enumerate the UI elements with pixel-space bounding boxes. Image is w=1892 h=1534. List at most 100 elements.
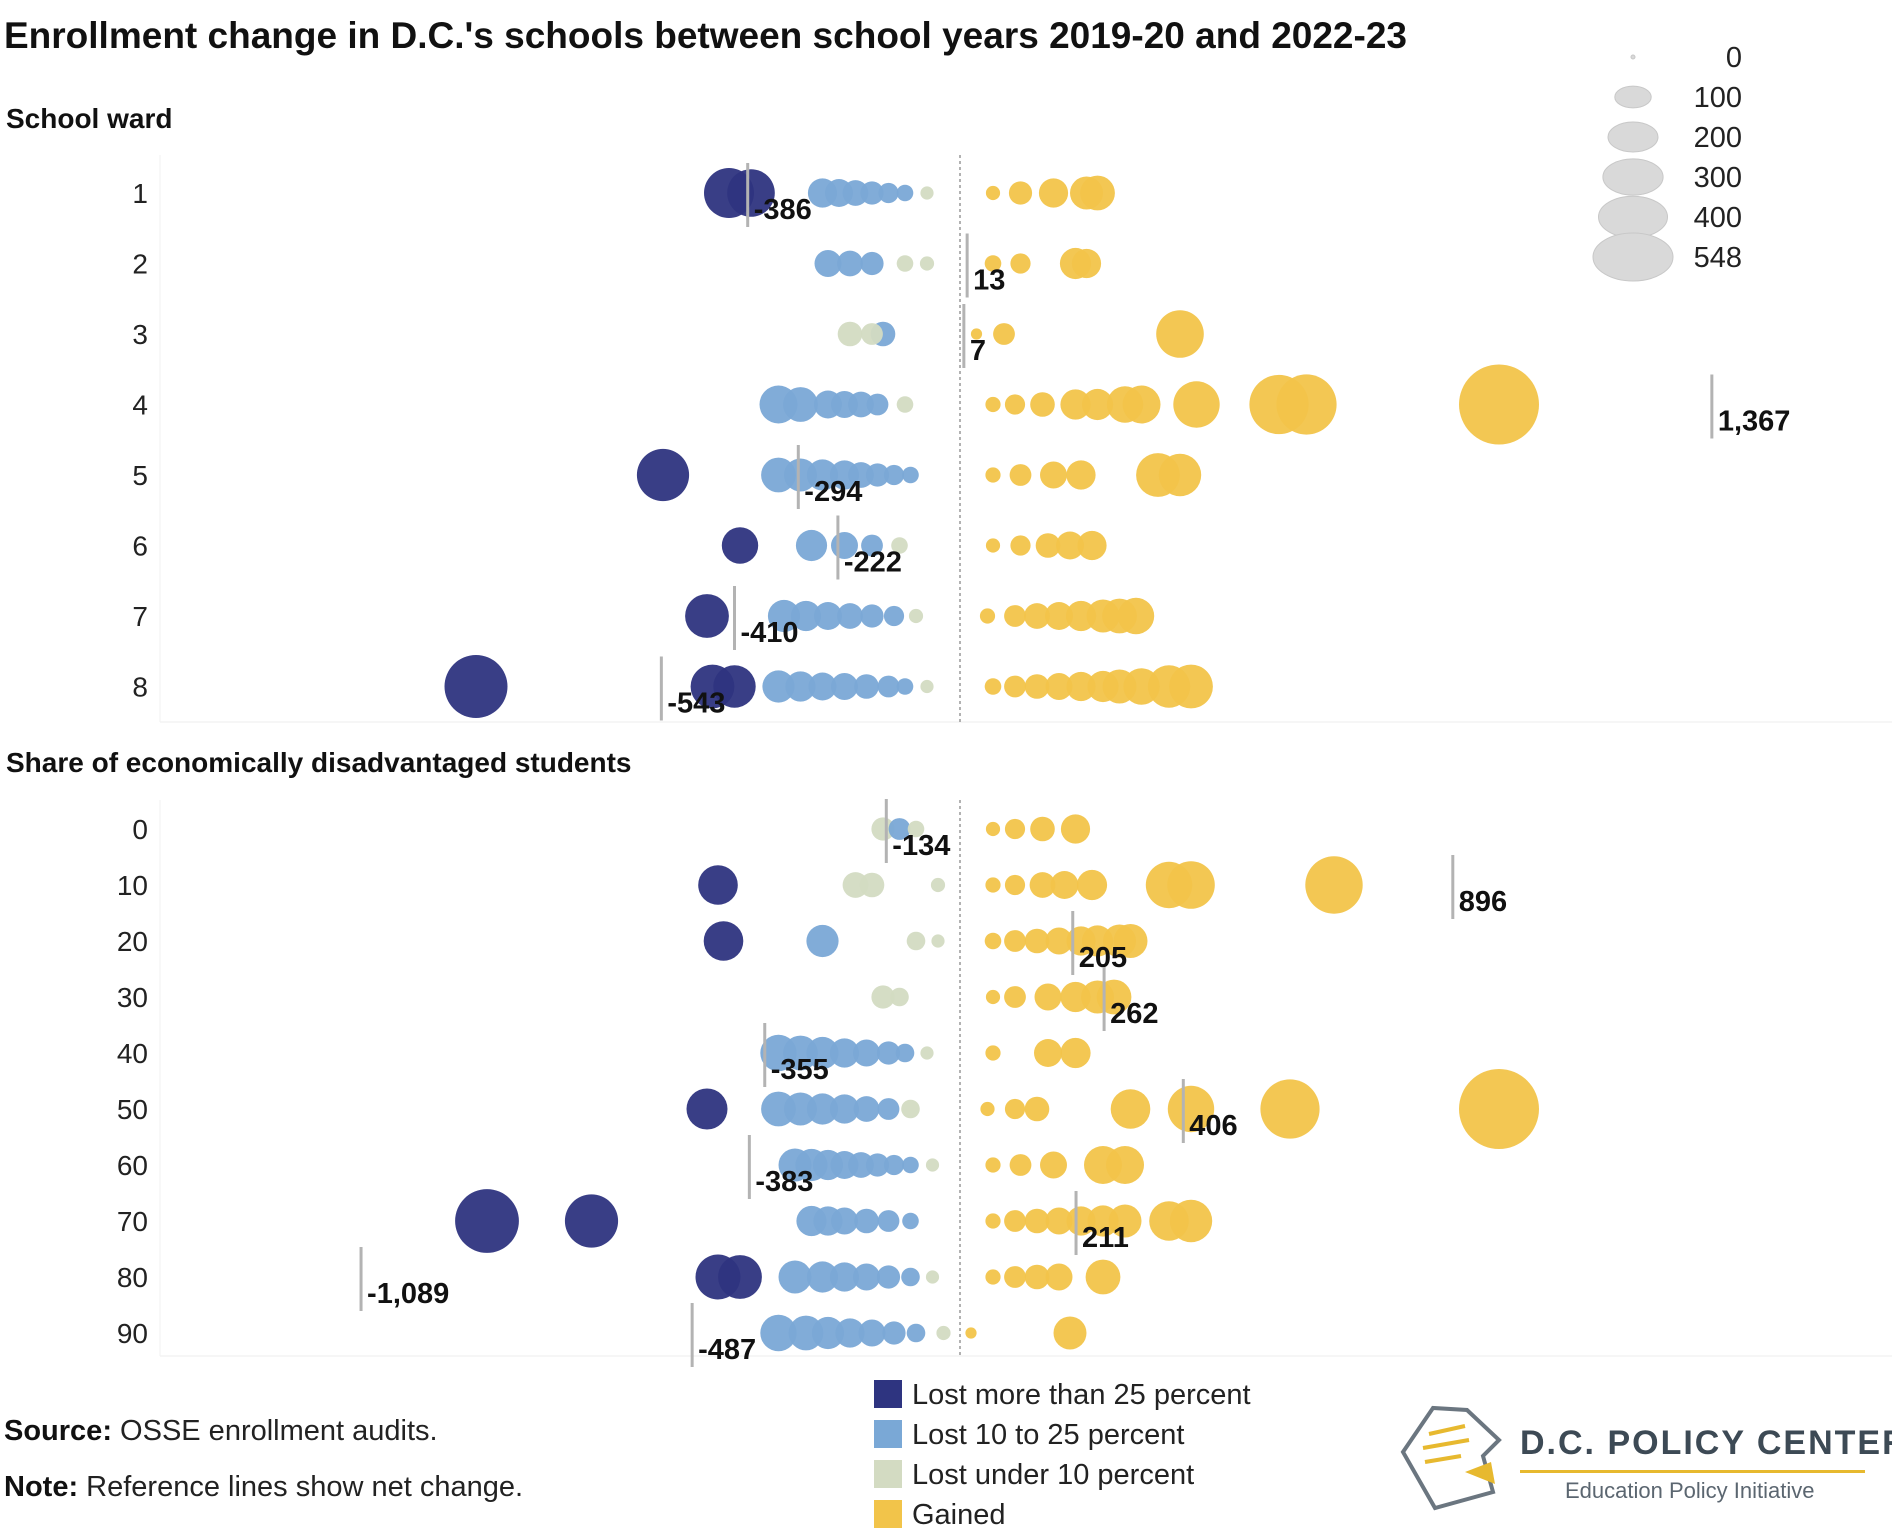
school-bubble bbox=[1010, 253, 1031, 274]
school-bubble bbox=[902, 1156, 919, 1174]
school-bubble bbox=[861, 323, 883, 345]
school-bubble bbox=[1085, 1259, 1121, 1295]
school-bubble bbox=[876, 1265, 901, 1289]
school-bubble bbox=[835, 1318, 865, 1348]
footnote: Note: Reference lines show net change. bbox=[4, 1471, 523, 1504]
school-bubble bbox=[1024, 1096, 1050, 1122]
row-70: 70 211 bbox=[117, 1189, 1213, 1255]
legend-swatch bbox=[874, 1500, 902, 1528]
school-bubble bbox=[1108, 1204, 1142, 1238]
note-text: Reference lines show net change. bbox=[78, 1471, 524, 1503]
school-bubble bbox=[1008, 181, 1033, 205]
school-bubble bbox=[920, 186, 934, 200]
school-bubble bbox=[985, 467, 1001, 483]
school-bubble bbox=[564, 1194, 619, 1248]
school-bubble bbox=[1173, 381, 1220, 428]
school-bubble bbox=[985, 1269, 1001, 1285]
school-bubble bbox=[831, 1207, 858, 1235]
school-bubble bbox=[859, 872, 885, 898]
panel-title: School ward bbox=[6, 103, 172, 134]
school-bubble bbox=[848, 462, 874, 488]
school-bubble bbox=[1106, 386, 1144, 423]
school-bubble bbox=[1071, 248, 1102, 279]
school-bubble bbox=[1459, 1069, 1539, 1149]
row-6: 6 -222 bbox=[132, 515, 1107, 580]
school-bubble bbox=[1045, 673, 1073, 700]
school-bubble bbox=[861, 534, 883, 557]
school-bubble bbox=[1077, 530, 1107, 561]
school-bubble bbox=[936, 1325, 951, 1341]
school-bubble bbox=[883, 1154, 905, 1176]
net-change-label: -355 bbox=[771, 1054, 829, 1086]
school-bubble bbox=[1065, 600, 1097, 632]
school-bubble bbox=[1060, 389, 1091, 420]
school-bubble bbox=[1149, 1201, 1189, 1241]
size-legend-label: 548 bbox=[1694, 242, 1742, 274]
school-bubble bbox=[860, 251, 884, 276]
school-bubble bbox=[1050, 871, 1079, 899]
net-change-label: 1,367 bbox=[1718, 406, 1791, 438]
school-bubble bbox=[1147, 665, 1191, 708]
size-legend-bubble bbox=[1630, 54, 1636, 60]
size-legend-label: 200 bbox=[1694, 122, 1742, 154]
net-change-label: 262 bbox=[1110, 998, 1158, 1030]
school-bubble bbox=[984, 678, 1002, 695]
logo-divider bbox=[1520, 1470, 1865, 1473]
row-1: 1 -386 bbox=[132, 163, 1115, 227]
school-bubble bbox=[877, 1210, 900, 1232]
net-change-label: -410 bbox=[741, 617, 799, 649]
school-bubble bbox=[1029, 872, 1056, 898]
row-label: 5 bbox=[132, 460, 148, 491]
row-label: 80 bbox=[117, 1262, 148, 1293]
panel-2: Share of economically disadvantaged stud… bbox=[6, 747, 1892, 1367]
school-bubble bbox=[837, 250, 863, 277]
school-bubble bbox=[806, 1261, 839, 1293]
size-legend-bubble bbox=[1614, 85, 1652, 109]
school-bubble bbox=[930, 877, 946, 893]
legend-label: Gained bbox=[912, 1499, 1006, 1531]
school-bubble bbox=[931, 934, 945, 948]
legend-swatch bbox=[874, 1420, 902, 1448]
school-bubble bbox=[837, 321, 863, 347]
row-label: 90 bbox=[117, 1318, 148, 1349]
row-3: 37 bbox=[132, 304, 1204, 368]
school-bubble bbox=[854, 674, 879, 699]
logo-name: D.C. POLICY CENTER bbox=[1520, 1424, 1892, 1462]
school-bubble bbox=[896, 184, 914, 202]
school-bubble bbox=[829, 1262, 860, 1292]
school-bubble bbox=[1060, 1037, 1091, 1069]
school-bubble bbox=[1004, 1266, 1026, 1288]
school-bubble bbox=[814, 250, 842, 277]
school-bubble bbox=[985, 989, 1001, 1005]
school-bubble bbox=[842, 180, 869, 206]
school-bubble bbox=[455, 1189, 519, 1253]
legend-label: Lost more than 25 percent bbox=[912, 1379, 1251, 1411]
school-bubble bbox=[919, 256, 935, 271]
school-bubble bbox=[985, 1213, 1001, 1229]
school-bubble bbox=[1009, 1154, 1032, 1176]
school-bubble bbox=[444, 655, 508, 718]
school-bubble bbox=[1034, 983, 1062, 1011]
net-change-label: 7 bbox=[970, 335, 986, 367]
school-bubble bbox=[1249, 374, 1309, 435]
school-bubble bbox=[790, 600, 822, 632]
school-bubble bbox=[1110, 1089, 1151, 1129]
school-bubble bbox=[853, 1039, 880, 1067]
school-bubble bbox=[925, 1158, 940, 1172]
school-bubble bbox=[1004, 930, 1026, 952]
school-bubble bbox=[1045, 1207, 1073, 1235]
school-bubble bbox=[727, 169, 775, 217]
school-bubble bbox=[1024, 1208, 1050, 1234]
school-bubble bbox=[814, 602, 842, 630]
school-bubble bbox=[783, 387, 818, 422]
school-bubble bbox=[1004, 605, 1026, 627]
school-bubble bbox=[985, 1157, 1001, 1173]
school-bubble bbox=[1145, 861, 1193, 909]
school-bubble bbox=[901, 1099, 920, 1119]
net-change-label: 896 bbox=[1459, 886, 1507, 918]
row-label: 40 bbox=[117, 1038, 148, 1069]
school-bubble bbox=[1459, 364, 1539, 445]
row-40: 40 -355 bbox=[117, 1023, 1091, 1087]
size-legend-bubble bbox=[1598, 195, 1668, 239]
school-bubble bbox=[1004, 675, 1026, 698]
